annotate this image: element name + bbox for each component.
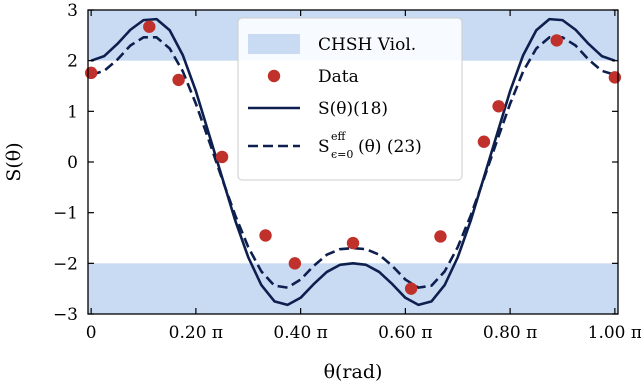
legend-label-sup: eff [331, 130, 347, 143]
data-point [477, 135, 491, 148]
y-tick-label: 0 [67, 153, 78, 173]
data-point [172, 73, 185, 87]
data-point [550, 34, 563, 47]
y-tick-label: −3 [53, 305, 78, 325]
data-points [84, 20, 622, 295]
data-point [84, 66, 98, 80]
y-tick-label: 3 [67, 1, 78, 21]
data-point [288, 257, 302, 270]
legend-label: CHSH Viol. [318, 35, 416, 55]
data-point [608, 71, 622, 84]
x-tick-label: 0 [86, 323, 97, 343]
legend-label-sub: ϵ=0 [331, 148, 353, 161]
legend-label-rest: (θ) (23) [358, 137, 422, 157]
x-tick-label: 0.80 π [483, 323, 537, 343]
data-point [492, 100, 505, 113]
legend-label: S(θ)(18) [318, 99, 388, 119]
y-tick-label: −1 [53, 204, 78, 224]
x-tick-label: 1.00 π [588, 323, 641, 343]
legend-marker-swatch [267, 69, 281, 83]
data-point [143, 20, 156, 33]
legend-box [237, 17, 463, 181]
x-tick-label: 0.40 π [273, 323, 327, 343]
x-tick-label: 0.20 π [169, 323, 223, 343]
legend-label: Data [318, 67, 359, 87]
series-line-s-theta [90, 17, 616, 307]
y-axis-label: S(θ) [3, 142, 25, 181]
data-point [404, 282, 418, 295]
x-axis-ticks: 0 0.20 π 0.40 π 0.60 π 0.80 π 1.00 π [86, 10, 641, 343]
x-tick-label: 0.60 π [378, 323, 432, 343]
data-point [434, 230, 447, 243]
data-point [259, 229, 272, 242]
y-tick-label: −2 [53, 254, 78, 274]
series-lines [90, 17, 616, 307]
legend-band-swatch [248, 34, 300, 54]
legend-label-main: S [318, 137, 330, 157]
series-line-s-eff [90, 36, 616, 289]
chsh-band-1 [88, 263, 618, 314]
y-tick-label: 2 [67, 52, 78, 72]
data-point [346, 236, 360, 250]
x-axis-label: θ(rad) [324, 361, 383, 383]
data-point [215, 150, 229, 164]
y-tick-label: 1 [67, 102, 78, 122]
y-axis-ticks: −3 −2 −1 0 1 2 3 [53, 1, 618, 325]
